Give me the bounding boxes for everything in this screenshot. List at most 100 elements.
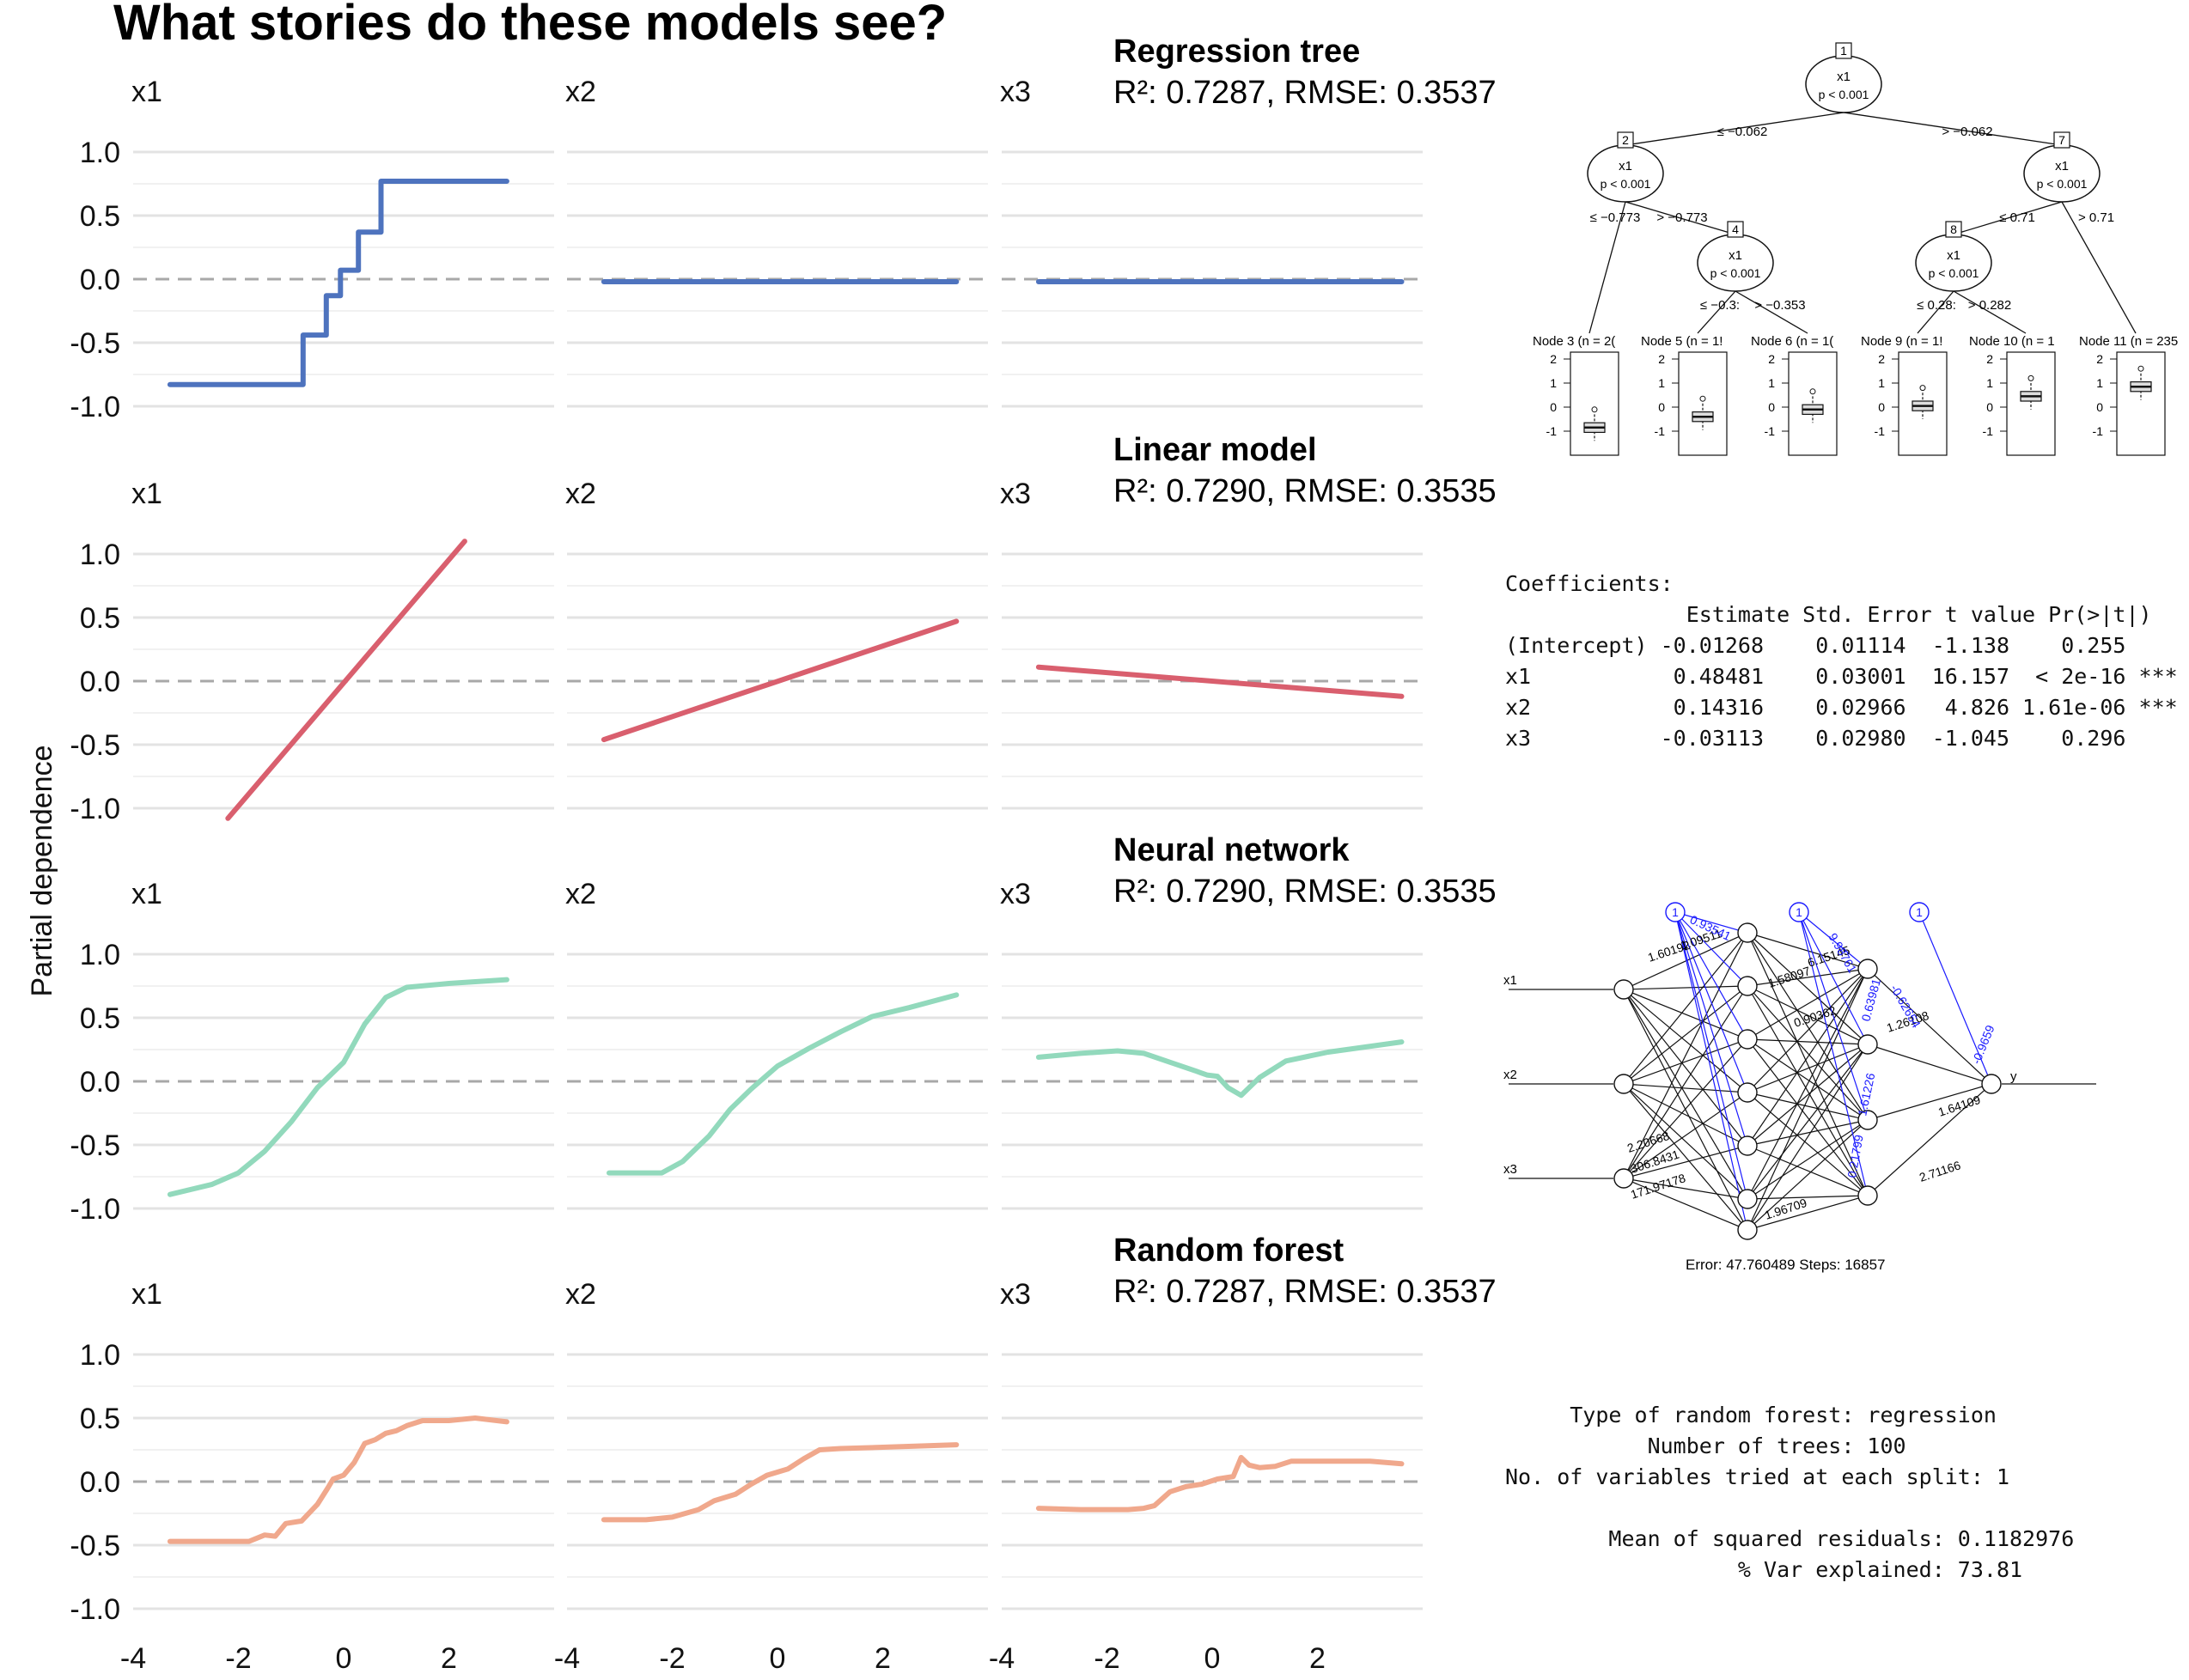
coefficient-line: x3 -0.03113 0.02980 -1.045 0.296 [1505, 726, 2126, 751]
node-var: x1 [1947, 248, 1960, 263]
node-p: p < 0.001 [1601, 177, 1651, 191]
nn-edge [1747, 1119, 1869, 1147]
panel-title: x1 [131, 1278, 162, 1311]
leaf-tick: -1 [2093, 424, 2104, 438]
leaf-frame [1570, 351, 1619, 456]
tree-leaf-5: Node 11 (n = 235 2 1 0 -1 [2079, 334, 2178, 456]
node-oval [1915, 234, 1992, 292]
nn-hidden-node [1737, 1135, 1758, 1156]
nn-edge [1747, 1044, 1869, 1147]
nn-bias-node [1789, 902, 1809, 922]
x-tick-label: -4 [120, 1642, 146, 1675]
node-p: p < 0.001 [1929, 266, 1979, 280]
nn-bias-edge [1798, 911, 1869, 1196]
nn-bias-edge [1674, 911, 1748, 934]
node-oval [1697, 234, 1774, 292]
leaf-frame [2006, 351, 2056, 456]
leaf-tick: 1 [1658, 376, 1665, 390]
nn-bias-node [1665, 902, 1686, 922]
nn-input-label: x2 [1503, 1068, 1517, 1082]
leaf-label: Node 6 (n = 1( [1751, 334, 1833, 349]
tree-edge-label: ≤ 0.28: [1917, 298, 1956, 313]
leaf-tick: -1 [1983, 424, 1994, 438]
model-row-1: x1 x2 x3 1.0 0.5 0.0 -0.5 -1.0 Linear model R²: 0… [70, 432, 1496, 825]
rf-summary-line: No. of variables tried at each split: 1 [1505, 1464, 2009, 1489]
tree-edge-label: ≤ −0.062 [1717, 125, 1768, 139]
nn-hidden-node [1857, 959, 1878, 979]
nn-edge [1747, 1195, 1869, 1231]
nn-edge [1623, 989, 1748, 1200]
leaf-tick: 2 [1878, 352, 1885, 366]
tree-edge [1697, 290, 1736, 334]
tree-leaf-1: Node 5 (n = 1! 2 1 0 -1 [1641, 334, 1728, 456]
tree-edge [1588, 201, 1626, 334]
leaf-label: Node 11 (n = 235 [2079, 334, 2178, 349]
nn-bias-edge [1798, 911, 1869, 1045]
x-tick-label: 2 [1309, 1642, 1326, 1675]
x-tick-label: 2 [441, 1642, 457, 1675]
tree-node-4: 4 x1 p < 0.001 [1697, 221, 1774, 292]
y-tick-label: -1.0 [70, 1193, 120, 1226]
nn-edge [1623, 985, 1748, 1179]
leaf-tick: 0 [1986, 400, 1993, 414]
nn-edge [1623, 1083, 1748, 1093]
leaf-tick: 1 [2096, 376, 2103, 390]
nn-bias-edge [1674, 911, 1748, 1040]
tree-node-8: 8 x1 p < 0.001 [1915, 221, 1992, 292]
x-tick-label: -2 [1094, 1642, 1119, 1675]
node-id-box [1727, 221, 1744, 238]
nn-bias-edge [1918, 911, 1992, 1085]
nn-bias-label: 1 [1916, 905, 1923, 919]
leaf-tick: 2 [1550, 352, 1557, 366]
x-tick-label: 0 [1204, 1642, 1221, 1675]
random-forest-summary: Type of random forest: regression Number… [1505, 1400, 2074, 1586]
y-tick-label: -0.5 [70, 327, 120, 360]
node-id-box [1945, 221, 1962, 238]
nn-edge [1747, 968, 1869, 1147]
tree-leaf-3: Node 9 (n = 1! 2 1 0 -1 [1861, 334, 1948, 456]
nn-hidden-node [1737, 1029, 1758, 1050]
leaf-frame [1788, 351, 1838, 456]
pd-line-x2 [607, 992, 960, 1176]
leaf-label: Node 9 (n = 1! [1861, 334, 1942, 349]
node-p: p < 0.001 [2037, 177, 2088, 191]
node-id-box [1835, 42, 1852, 59]
leaf-tick: 0 [1658, 400, 1665, 414]
model-name: Linear model [1113, 432, 1317, 468]
nn-edge [1867, 968, 1992, 1085]
nn-edge [1623, 985, 1748, 1085]
nn-edge [1623, 932, 1748, 990]
node-p: p < 0.001 [1710, 266, 1761, 280]
nn-edge [1623, 985, 1748, 990]
nn-edge [1867, 1083, 1992, 1196]
leaf-outlier [1919, 385, 1926, 392]
leaf-outlier [1809, 388, 1816, 395]
y-tick-label: 1.0 [80, 939, 120, 971]
node-var: x1 [2055, 159, 2069, 173]
pd-line-x2 [601, 1442, 960, 1523]
node-oval [1805, 55, 1882, 113]
leaf-outlier [1699, 395, 1706, 402]
nn-bias-label: 1 [1672, 905, 1679, 919]
nn-hidden-node [1857, 1110, 1878, 1130]
tree-edge [1953, 201, 2063, 235]
nn-edge [1747, 1044, 1869, 1231]
tree-edge [2061, 201, 2137, 334]
panel-title: x3 [1000, 1278, 1031, 1311]
rf-summary-line: Mean of squared residuals: 0.1182976 [1505, 1526, 2075, 1551]
y-tick-label: 0.0 [80, 1066, 120, 1099]
nn-input-node [1613, 1168, 1634, 1189]
nn-edge [1747, 1092, 1869, 1196]
nn-edge [1623, 1178, 1748, 1231]
x-axis: -4 -2 0 2 -4 -2 0 2 -4 -2 0 2 [120, 1642, 1326, 1675]
leaf-tick: -1 [1875, 424, 1886, 438]
tree-leaf-0: Node 3 (n = 2(2 1 0 -1 [1533, 334, 1619, 456]
coefficient-line: x1 0.48481 0.03001 16.157 < 2e-16 *** [1505, 664, 2178, 689]
nn-input-node [1613, 1074, 1634, 1094]
nn-output-node [1981, 1074, 2002, 1094]
nn-hidden-node [1737, 976, 1758, 996]
nn-hidden-node [1737, 1220, 1758, 1240]
node-id: 4 [1732, 222, 1739, 236]
leaf-label: Node 10 (n = 1 [1969, 334, 2055, 349]
